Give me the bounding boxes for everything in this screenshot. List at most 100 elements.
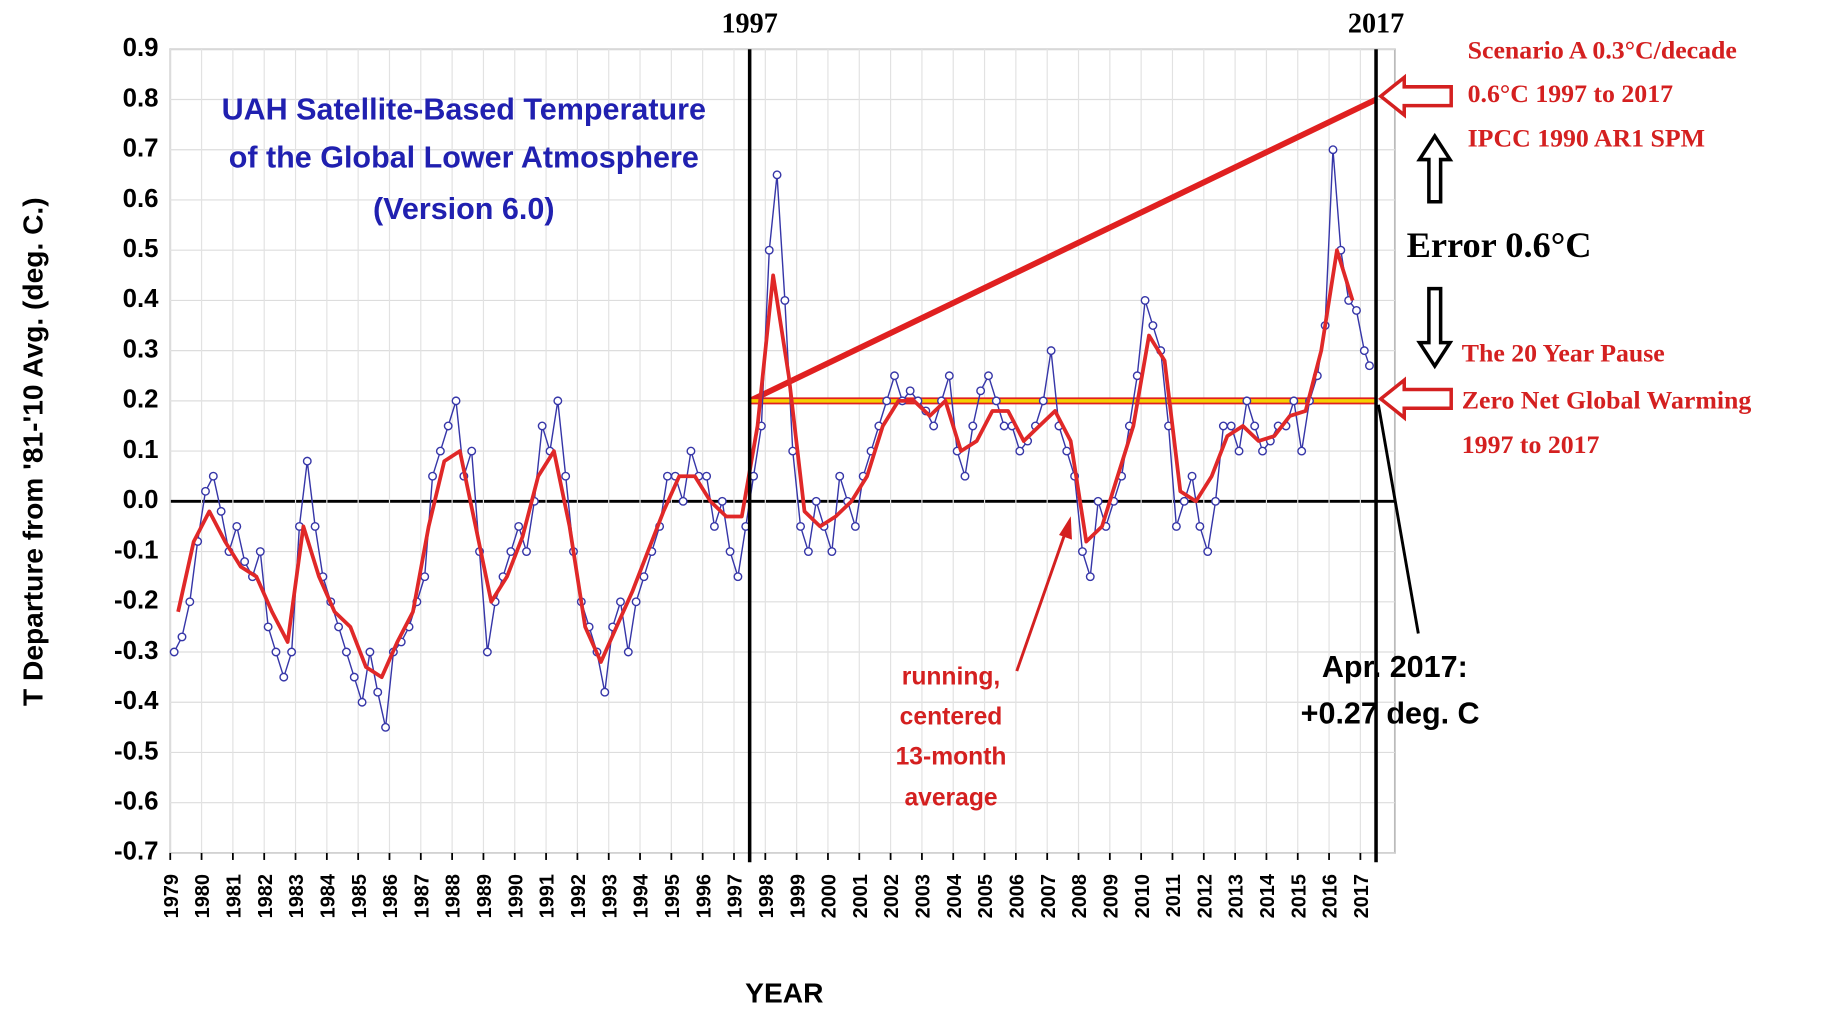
x-tick-label: 2000 — [819, 874, 841, 918]
data-point — [1062, 446, 1072, 456]
x-tick-label: 1994 — [631, 874, 653, 918]
y-tick-label: -0.7 — [114, 838, 159, 866]
data-point — [1328, 145, 1338, 155]
x-tick-label: 1992 — [568, 874, 590, 918]
data-point — [850, 521, 860, 531]
trend-line — [748, 96, 1378, 404]
data-point — [373, 687, 383, 697]
x-tick-label: 1983 — [286, 874, 308, 918]
x-tick-label: 2007 — [1038, 874, 1060, 918]
annotation: IPCC 1990 AR1 SPM — [1468, 124, 1705, 153]
data-point — [1085, 572, 1095, 582]
x-tick-label: 1998 — [756, 874, 778, 918]
annotation: The 20 Year Pause — [1462, 338, 1665, 367]
data-point — [616, 597, 625, 607]
x-tick-label: 1987 — [411, 874, 433, 918]
data-point — [428, 471, 438, 481]
pointer-line — [1376, 404, 1420, 634]
data-point — [185, 597, 195, 607]
data-point — [443, 421, 453, 431]
data-point — [349, 672, 359, 682]
x-tick-label: 2008 — [1069, 874, 1091, 918]
data-point — [1289, 396, 1299, 406]
data-point — [960, 471, 970, 481]
series-line — [176, 248, 1355, 680]
data-point — [1038, 396, 1048, 406]
y-tick-label: 0.2 — [123, 386, 159, 414]
x-tick-label: 1993 — [599, 874, 621, 918]
data-point — [263, 622, 273, 632]
annotation: 0.6°C 1997 to 2017 — [1468, 79, 1674, 108]
data-point — [827, 547, 837, 557]
x-tick-label: 1985 — [349, 874, 371, 918]
data-point — [780, 295, 790, 305]
data-point — [1365, 361, 1374, 371]
y-tick-label: 0.1 — [123, 436, 159, 464]
data-point — [310, 521, 320, 531]
data-point — [365, 647, 375, 657]
annotation: Zero Net Global Warming — [1462, 385, 1752, 414]
data-point — [1359, 346, 1369, 356]
annotation: Apr. 2017: — [1322, 650, 1468, 684]
x-tick-label: 1990 — [505, 874, 527, 918]
arrow — [1377, 376, 1453, 422]
x-tick-label: 1979 — [161, 874, 183, 918]
x-tick-label: 2011 — [1163, 874, 1185, 917]
y-tick-label: 0.3 — [123, 335, 159, 363]
data-point — [514, 521, 524, 531]
y-tick-label: -0.4 — [114, 687, 159, 715]
y-tick-label: -0.6 — [114, 788, 159, 816]
x-tick-label: 1995 — [662, 874, 684, 918]
data-point — [208, 471, 218, 481]
data-point — [725, 547, 735, 557]
data-point — [341, 647, 351, 657]
annotation: 1997 to 2017 — [1462, 430, 1600, 459]
data-point — [811, 496, 821, 506]
data-point — [357, 697, 367, 707]
data-point — [803, 547, 813, 557]
data-point — [1211, 496, 1220, 506]
data-point — [1046, 346, 1056, 356]
y-tick-label: -0.3 — [114, 637, 159, 665]
data-point — [1187, 471, 1197, 481]
x-tick-label: 2006 — [1006, 874, 1028, 918]
reference-label: 1997 — [721, 8, 777, 39]
x-tick-label: 2001 — [850, 874, 872, 918]
y-tick-label: 0.7 — [123, 135, 159, 163]
data-point — [201, 486, 210, 496]
data-point — [1140, 295, 1150, 305]
data-point — [334, 622, 344, 632]
data-point — [662, 471, 672, 481]
x-tick-label: 1989 — [474, 874, 496, 918]
data-point — [232, 521, 242, 531]
annotation: +0.27 deg. C — [1301, 697, 1480, 731]
data-point — [999, 421, 1009, 431]
x-tick-label: 1988 — [443, 874, 465, 918]
data-point — [631, 597, 641, 607]
x-tick-label: 2003 — [913, 874, 935, 918]
x-tick-label: 1986 — [380, 874, 402, 918]
data-point — [709, 521, 719, 531]
annotation: Error 0.6°C — [1407, 225, 1592, 265]
data-point — [976, 386, 986, 396]
data-point — [678, 496, 688, 506]
x-tick-label: 2015 — [1288, 874, 1310, 918]
data-point — [702, 471, 712, 481]
data-point — [169, 647, 179, 657]
data-point — [733, 572, 743, 582]
reference-label: 2017 — [1348, 8, 1404, 39]
annotation: 13-month — [896, 743, 1007, 770]
data-point — [1297, 446, 1307, 456]
data-point — [1203, 547, 1213, 557]
data-point — [1352, 306, 1361, 315]
data-point — [216, 506, 226, 516]
data-point — [1250, 421, 1260, 431]
data-point — [1218, 421, 1228, 431]
x-tick-label: 1980 — [192, 874, 214, 918]
data-point — [482, 647, 492, 657]
data-point — [764, 245, 774, 255]
data-point — [177, 632, 187, 642]
arrowhead — [1059, 516, 1072, 540]
y-tick-label: 0.4 — [123, 285, 160, 313]
data-point — [420, 572, 430, 582]
